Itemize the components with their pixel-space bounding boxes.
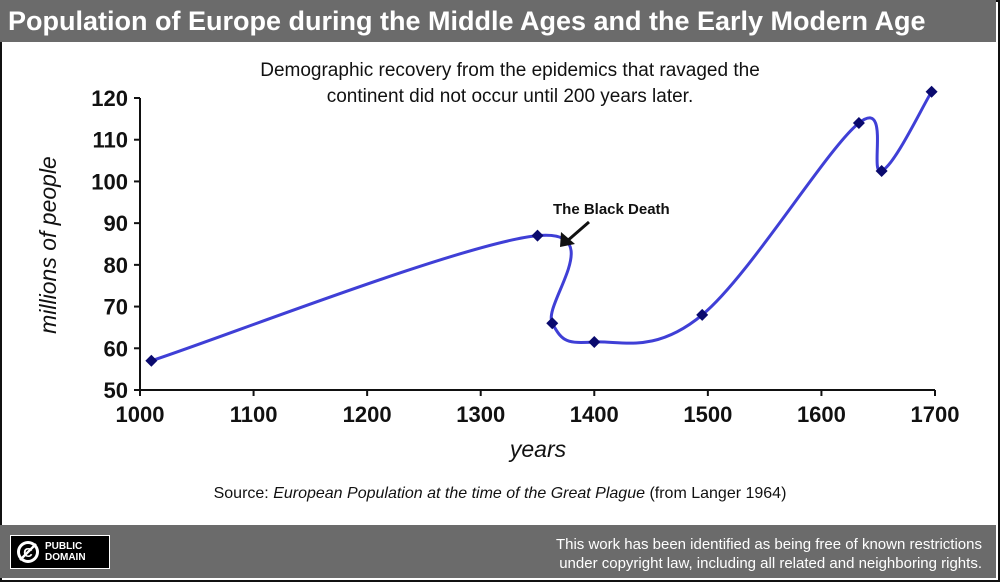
y-tick-label: 80 (104, 253, 128, 278)
notice-line-1: This work has been identified as being f… (555, 536, 982, 553)
annotation-label: The Black Death (553, 201, 670, 218)
public-domain-text: PUBLIC DOMAIN (45, 541, 86, 563)
annotation-arrow (560, 220, 590, 247)
x-tick-label: 1600 (797, 402, 846, 427)
page-title: Population of Europe during the Middle A… (0, 0, 996, 42)
y-tick-label: 60 (104, 336, 128, 361)
public-domain-icon: C (17, 541, 39, 563)
data-point (852, 117, 865, 130)
public-domain-badge[interactable]: C PUBLIC DOMAIN (10, 535, 110, 569)
chart-subtitle: Demographic recovery from the epidemics … (150, 58, 870, 110)
line-chart: 50 60 70 80 90 100 110 120 1000 1100 1200 1300 1400 1… (35, 85, 959, 462)
data-point (925, 85, 938, 98)
notice-line-2: under copyright law, including all relat… (559, 555, 982, 572)
source-work: European Population at the time of the G… (273, 485, 645, 502)
x-tick-label: 1000 (116, 402, 165, 427)
y-axis-label: millions of people (35, 156, 61, 334)
series-markers (145, 85, 938, 367)
copyright-notice: This work has been identified as being f… (462, 535, 982, 573)
y-tick-label: 110 (93, 128, 129, 153)
x-tick-label: 1300 (456, 402, 505, 427)
y-tick-label: 90 (104, 211, 128, 236)
x-tick-label: 1400 (570, 402, 619, 427)
footer-bar: C PUBLIC DOMAIN This work has been ident… (0, 525, 996, 578)
source-suffix: (from Langer 1964) (645, 485, 787, 502)
data-point (696, 308, 709, 321)
source-prefix: Source: (213, 485, 274, 502)
subtitle-line-1: Demographic recovery from the epidemics … (260, 60, 760, 81)
data-point (531, 229, 544, 242)
badge-line-1: PUBLIC (45, 541, 83, 552)
data-point (588, 336, 601, 349)
data-point (546, 317, 559, 330)
y-tick-label: 50 (104, 378, 128, 403)
y-tick-label: 70 (104, 295, 128, 320)
x-tick-label: 1200 (343, 402, 392, 427)
source-note: Source: European Population at the time … (0, 485, 1000, 503)
x-axis-label: years (508, 436, 567, 462)
y-tick-label: 120 (91, 86, 128, 111)
data-point (145, 354, 158, 367)
chart-ticks: 50 60 70 80 90 100 110 120 1000 1100 1200 1300 1400 1… (91, 86, 959, 427)
x-tick-label: 1500 (683, 402, 732, 427)
x-tick-label: 1100 (230, 402, 278, 427)
chart-axes (139, 98, 935, 391)
badge-line-2: DOMAIN (45, 552, 86, 563)
data-point (875, 165, 888, 177)
series-line (150, 90, 933, 363)
x-tick-label: 1700 (911, 402, 960, 427)
y-tick-label: 100 (91, 169, 128, 194)
subtitle-line-2: continent did not occur until 200 years … (326, 86, 694, 107)
